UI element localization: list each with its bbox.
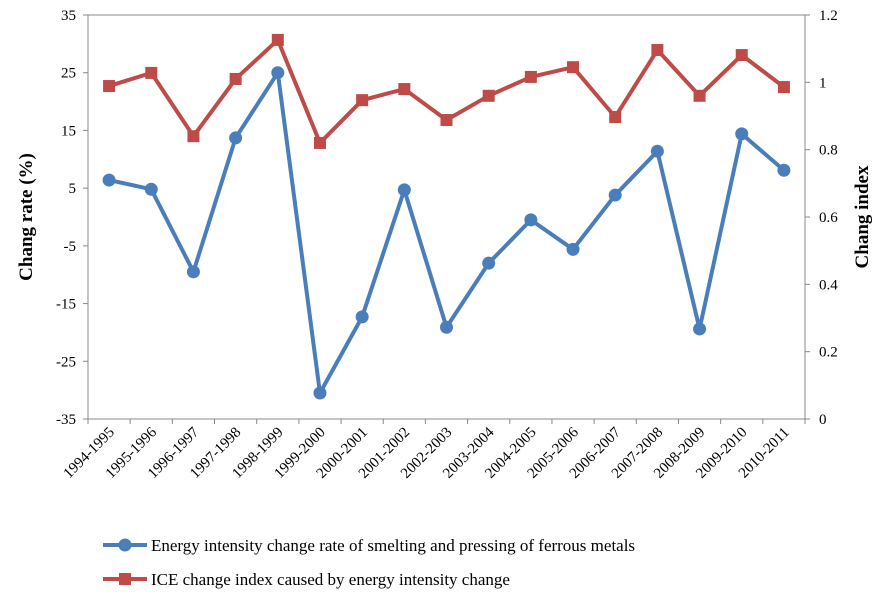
y2-tick-label: 0	[819, 412, 827, 428]
marker	[103, 80, 116, 93]
y-tick-label: 35	[61, 8, 76, 24]
marker	[482, 256, 496, 270]
legend-marker	[118, 538, 132, 552]
y2-tick-label: 1.2	[819, 8, 838, 24]
marker	[609, 111, 622, 124]
series-line	[108, 37, 786, 145]
marker	[524, 213, 538, 227]
marker	[524, 70, 537, 83]
marker	[567, 61, 580, 74]
marker	[735, 49, 748, 62]
marker	[397, 183, 411, 197]
legend-marker	[119, 573, 131, 585]
marker	[608, 188, 622, 202]
marker	[145, 66, 158, 79]
marker	[355, 310, 369, 324]
marker	[313, 386, 327, 400]
marker	[356, 94, 369, 107]
marker	[735, 127, 749, 141]
legend-label: ICE change index caused by energy intens…	[151, 570, 510, 589]
y2-tick-label: 1	[819, 75, 827, 91]
y-tick-label: 15	[61, 123, 76, 139]
plot-frame	[87, 14, 806, 420]
marker	[313, 136, 326, 149]
marker	[651, 44, 664, 57]
y-tick-label: 25	[61, 66, 76, 82]
y2-tick-label: 0.4	[819, 277, 838, 293]
y2-axis-title: Chang index	[852, 165, 873, 268]
marker	[144, 182, 158, 196]
marker	[693, 89, 706, 102]
marker	[271, 33, 284, 46]
y2-tick-label: 0.2	[819, 345, 838, 361]
marker	[187, 130, 200, 143]
marker	[650, 144, 664, 158]
marker	[229, 131, 243, 145]
marker	[398, 83, 411, 96]
marker	[102, 173, 116, 187]
y-tick-label: -5	[64, 239, 77, 255]
marker	[440, 320, 453, 334]
marker	[271, 66, 285, 80]
marker	[440, 114, 453, 127]
marker	[482, 89, 495, 102]
marker	[693, 322, 707, 336]
y-tick-label: -15	[56, 297, 76, 313]
marker	[229, 72, 242, 85]
marker	[777, 163, 791, 177]
marker	[566, 242, 580, 256]
y-axis-title: Chang rate (%)	[16, 153, 37, 281]
y2-tick-label: 0.8	[819, 143, 838, 159]
marker	[186, 265, 200, 279]
legend-label: Energy intensity change rate of smelting…	[151, 536, 635, 555]
y2-tick-label: 0.6	[819, 210, 838, 226]
y-tick-label: -25	[56, 354, 76, 370]
y-tick-label: 5	[69, 181, 77, 197]
y-tick-label: -35	[56, 412, 76, 428]
marker	[777, 81, 790, 94]
